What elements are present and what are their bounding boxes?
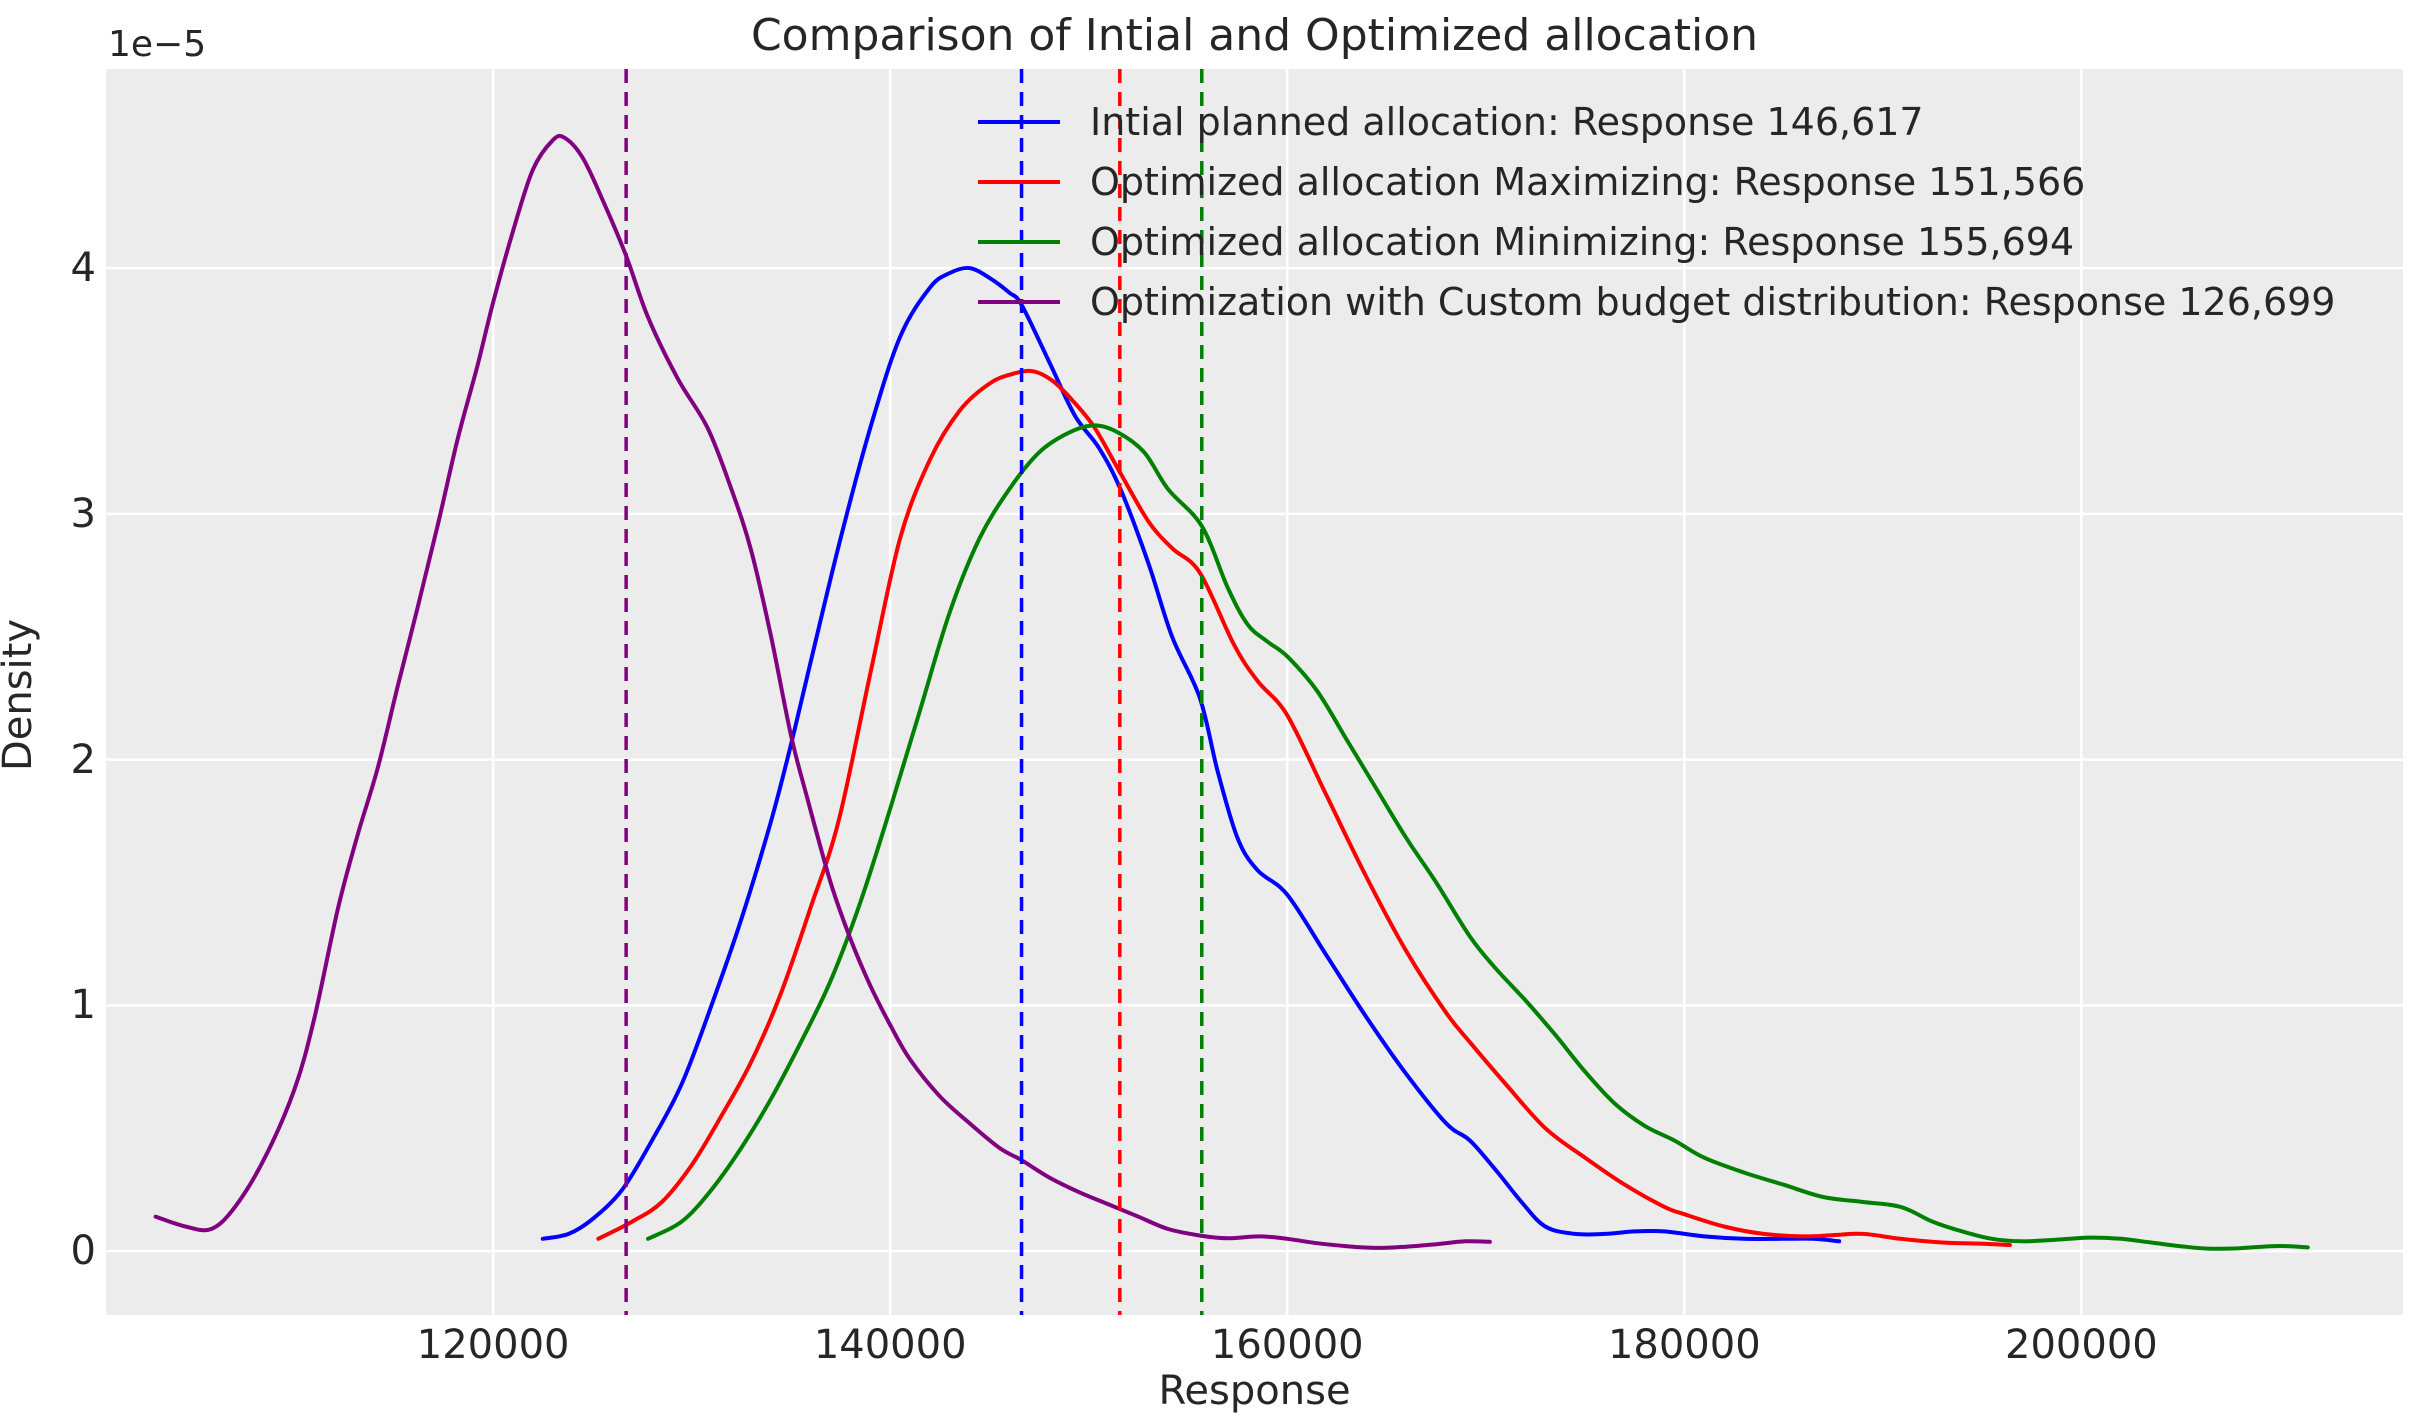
- y-tick-label: 3: [70, 490, 96, 537]
- legend-line-sample: [978, 300, 1060, 304]
- legend-label: Intial planned allocation: Response 146,…: [1090, 100, 1924, 144]
- x-tick-label: 180000: [1607, 1322, 1761, 1368]
- x-tick-label: 120000: [416, 1322, 570, 1368]
- legend-line-sample: [978, 240, 1060, 244]
- legend-label: Optimized allocation Minimizing: Respons…: [1090, 220, 2075, 264]
- x-tick-label: 200000: [2005, 1322, 2158, 1368]
- x-tick-label: 160000: [1210, 1322, 1364, 1368]
- legend-label: Optimized allocation Maximizing: Respons…: [1090, 160, 2086, 204]
- legend-row: Intial planned allocation: Response 146,…: [978, 92, 2335, 152]
- y-tick-label: 2: [70, 736, 96, 783]
- x-axis-label: Response: [1158, 1368, 1351, 1414]
- kde-curve-3: [153, 133, 1492, 1250]
- legend-row: Optimization with Custom budget distribu…: [978, 272, 2335, 332]
- y-axis-offset-label: 1e−5: [108, 24, 207, 65]
- y-tick-label: 1: [70, 982, 96, 1029]
- legend: Intial planned allocation: Response 146,…: [978, 92, 2335, 332]
- x-tick-label: 140000: [813, 1322, 967, 1368]
- kde-curve-2: [645, 423, 2310, 1251]
- legend-line-sample: [978, 120, 1060, 124]
- y-tick-label: 0: [70, 1228, 96, 1275]
- legend-line-sample: [978, 180, 1060, 184]
- chart-title: Comparison of Intial and Optimized alloc…: [750, 10, 1759, 61]
- y-axis-label: Density: [0, 618, 41, 772]
- y-tick-label: 4: [70, 245, 96, 292]
- legend-label: Optimization with Custom budget distribu…: [1090, 280, 2336, 324]
- legend-row: Optimized allocation Minimizing: Respons…: [978, 212, 2335, 272]
- axes-background: [106, 69, 2403, 1315]
- legend-row: Optimized allocation Maximizing: Respons…: [978, 152, 2335, 212]
